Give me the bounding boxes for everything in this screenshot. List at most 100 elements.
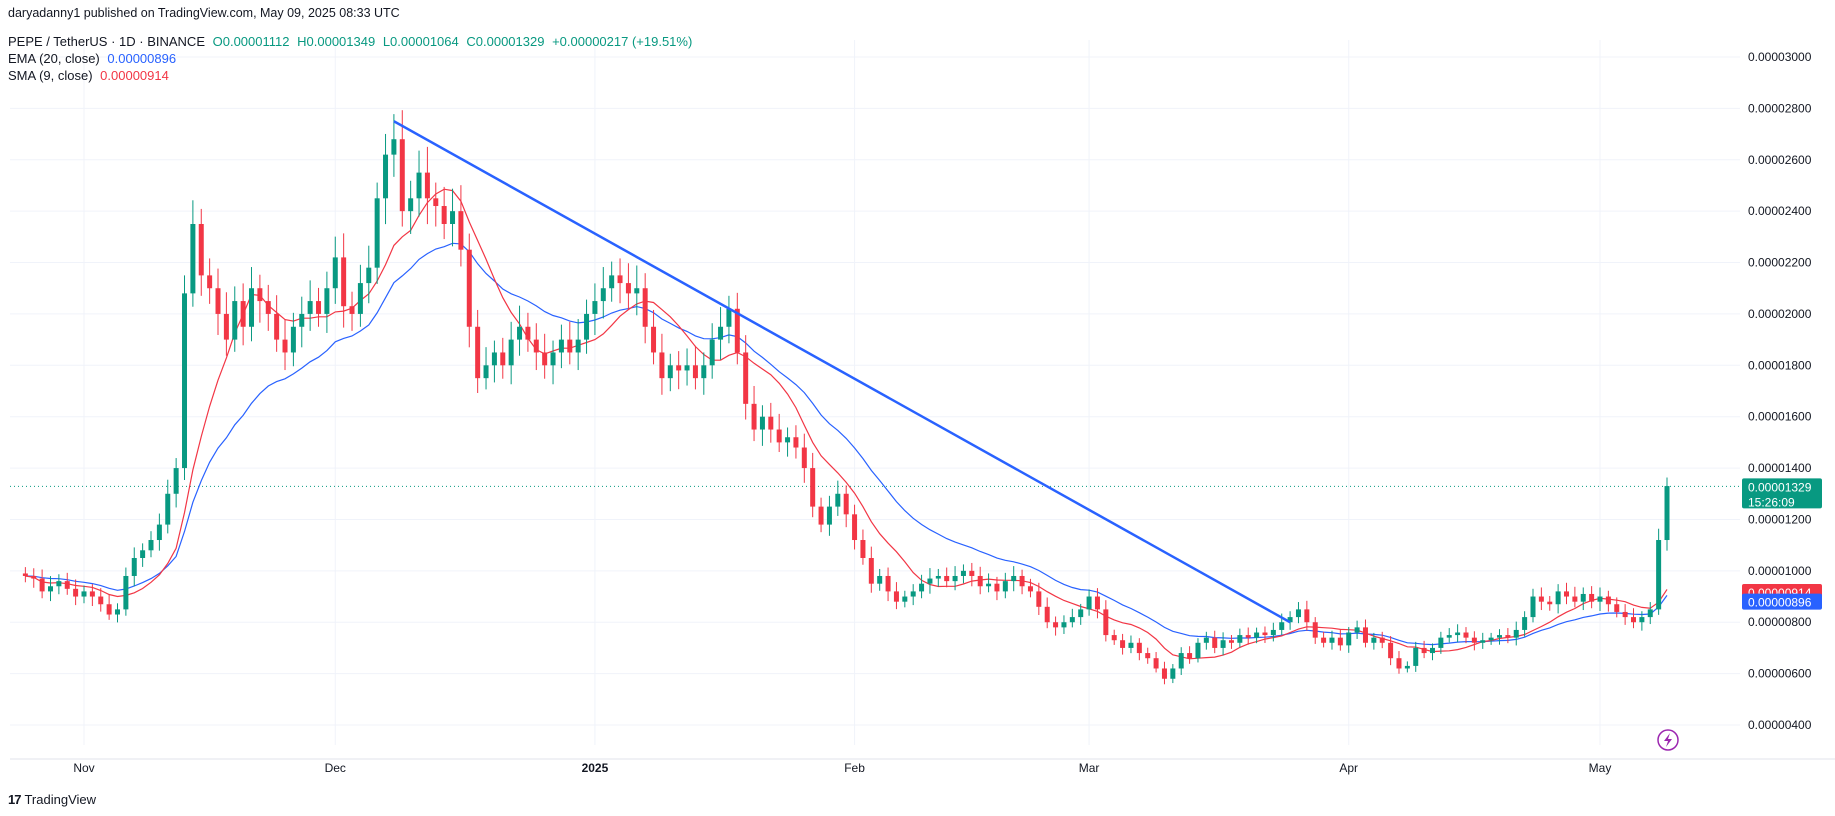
- candle-body: [1379, 637, 1385, 643]
- candle-body: [1664, 486, 1670, 541]
- last-price-badge-text: 0.00001329: [1748, 480, 1812, 494]
- candle-body: [1002, 581, 1008, 592]
- candle-body: [902, 596, 908, 602]
- candle-body: [240, 301, 246, 327]
- candle-body: [1053, 622, 1059, 628]
- y-tick-label: 0.00002800: [1748, 101, 1812, 115]
- tradingview-logo[interactable]: 17 TradingView: [8, 792, 96, 807]
- candle-body: [39, 578, 45, 592]
- candle-body: [257, 288, 263, 302]
- trendline-line[interactable]: [393, 120, 1291, 624]
- candle-body: [1639, 617, 1645, 623]
- candle-body: [1647, 609, 1653, 618]
- candle-body: [349, 306, 355, 314]
- candle-body: [952, 575, 958, 582]
- candle-body: [190, 224, 196, 294]
- candle-body: [969, 570, 975, 576]
- low-value: L0.00001064: [382, 34, 459, 49]
- candle-body: [810, 468, 816, 507]
- candle-body: [290, 326, 296, 353]
- candle-body: [475, 326, 481, 379]
- candle-body: [1295, 609, 1301, 618]
- symbol-name[interactable]: PEPE / TetherUS · 1D · BINANCE: [8, 34, 205, 49]
- candle-body: [709, 339, 715, 366]
- ema-legend[interactable]: EMA (20, close) 0.00000896: [8, 51, 180, 66]
- candle-body: [1212, 637, 1218, 648]
- candle-body: [182, 293, 188, 469]
- x-tick-label: Dec: [325, 761, 346, 775]
- time-axis[interactable]: Nov Dec 2025 Feb Mar Apr May: [73, 761, 1611, 775]
- y-tick-label: 0.00001200: [1748, 512, 1812, 526]
- ema-badge-bg: [1742, 593, 1822, 610]
- candle-body: [1304, 609, 1310, 623]
- symbol-legend: PEPE / TetherUS · 1D · BINANCE O0.000011…: [8, 34, 696, 49]
- candle-body: [1396, 658, 1402, 669]
- candle-body: [1203, 637, 1209, 643]
- lightning-icon[interactable]: [1657, 729, 1679, 751]
- y-tick-label: 0.00002200: [1748, 256, 1812, 270]
- candle-body: [1312, 622, 1318, 638]
- candle-body: [357, 283, 363, 314]
- candle-body: [617, 275, 623, 284]
- candle-body: [868, 558, 874, 584]
- candle-body: [22, 573, 28, 576]
- y-tick-label: 0.00001600: [1748, 410, 1812, 424]
- candle-body: [1505, 635, 1511, 638]
- candle-body: [1011, 575, 1017, 582]
- candle-body: [1530, 596, 1536, 618]
- candle-body: [1631, 617, 1637, 623]
- candle-body: [785, 437, 791, 443]
- publish-info: daryadanny1 published on TradingView.com…: [8, 6, 400, 20]
- trendline[interactable]: [393, 120, 1291, 624]
- candle-body: [634, 288, 640, 294]
- candle-body: [1228, 640, 1234, 643]
- candle-body: [1438, 637, 1444, 648]
- candle-body: [1346, 632, 1352, 646]
- candle-body: [249, 288, 255, 327]
- candle-body: [893, 591, 899, 602]
- candle-body: [1078, 609, 1084, 618]
- candle-body: [1111, 635, 1117, 641]
- candle-body: [676, 365, 682, 371]
- candle-body: [31, 575, 37, 579]
- candle-body: [550, 352, 556, 366]
- candle-body: [232, 301, 238, 340]
- candle-body: [64, 581, 70, 589]
- candle-body: [1270, 629, 1276, 636]
- price-axis[interactable]: 0.00000400 0.00000600 0.00000800 0.00001000…: [1748, 50, 1812, 732]
- candle-body: [47, 586, 53, 592]
- y-tick-label: 0.00000800: [1748, 615, 1812, 629]
- candle-body: [759, 416, 765, 430]
- candle-body: [1572, 596, 1578, 602]
- candle-body: [1086, 596, 1092, 610]
- x-tick-label: May: [1589, 761, 1612, 775]
- y-tick-label: 0.00002000: [1748, 307, 1812, 321]
- candle-body: [768, 416, 774, 430]
- candle-body: [1563, 591, 1569, 597]
- candle-body: [877, 575, 883, 584]
- candle-body: [692, 365, 698, 379]
- last-price-badge-text: 15:26:09: [1748, 495, 1795, 509]
- candle-body: [684, 365, 690, 371]
- x-tick-label: 2025: [582, 761, 609, 775]
- candle-body: [1463, 632, 1469, 638]
- candle-body: [743, 352, 749, 404]
- candle-body: [1262, 632, 1268, 636]
- candle-body: [600, 288, 606, 302]
- candle-body: [491, 352, 497, 366]
- sma-legend[interactable]: SMA (9, close) 0.00000914: [8, 68, 173, 83]
- candle-body: [1237, 635, 1243, 643]
- candle-body: [81, 591, 87, 597]
- candle-body: [1513, 629, 1519, 638]
- candle-body: [1178, 653, 1184, 669]
- candle-body: [341, 257, 347, 307]
- candle-body: [1145, 653, 1151, 659]
- candle-body: [424, 172, 430, 199]
- x-tick-label: Nov: [73, 761, 94, 775]
- candle-body: [1371, 637, 1377, 643]
- candle-body: [1547, 601, 1553, 605]
- candle-body: [1413, 647, 1419, 666]
- sma-value: 0.00000914: [100, 68, 169, 83]
- candle-body: [73, 588, 79, 597]
